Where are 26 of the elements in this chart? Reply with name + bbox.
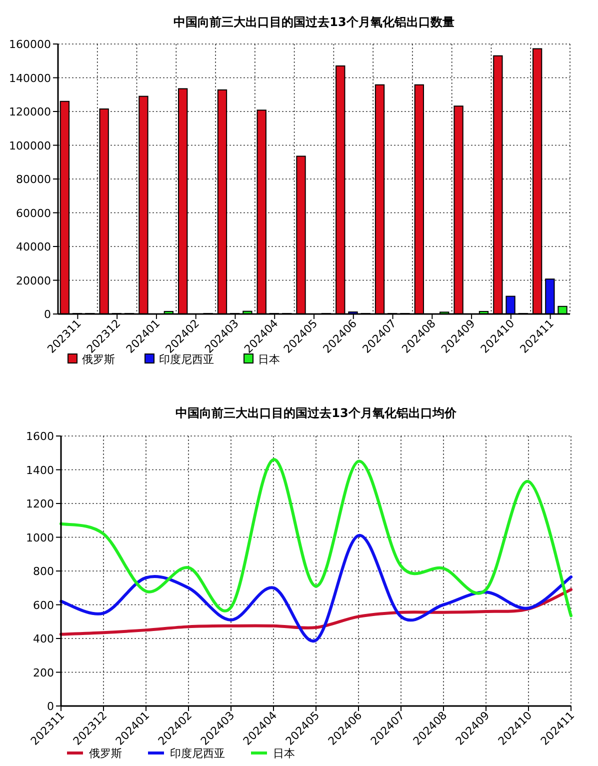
y-tick-label: 600 bbox=[33, 598, 54, 612]
y-tick-label: 0 bbox=[47, 700, 54, 713]
y-tick-label: 1400 bbox=[26, 464, 54, 477]
legend-label: 印度尼西亚 bbox=[159, 353, 214, 366]
y-tick-label: 20000 bbox=[16, 274, 51, 288]
legend-label: 印度尼西亚 bbox=[170, 747, 225, 760]
y-tick-label: 1000 bbox=[26, 531, 54, 544]
y-tick-label: 800 bbox=[33, 565, 54, 578]
y-tick-label: 400 bbox=[33, 632, 54, 646]
legend-label: 日本 bbox=[273, 747, 295, 760]
legend-label: 俄罗斯 bbox=[89, 747, 122, 760]
chart-title: 中国向前三大出口目的国过去13个月氧化铝出口均价 bbox=[176, 406, 458, 420]
y-tick-label: 1200 bbox=[26, 498, 54, 510]
y-tick-label: 200 bbox=[33, 666, 54, 680]
y-tick-label: 40000 bbox=[16, 240, 51, 254]
y-tick-label: 1600 bbox=[26, 430, 54, 443]
legend-label: 俄罗斯 bbox=[82, 353, 115, 366]
y-tick-label: 100000 bbox=[9, 139, 51, 152]
y-tick-label: 80000 bbox=[16, 173, 51, 186]
y-tick-label: 120000 bbox=[9, 106, 51, 118]
chart-title: 中国向前三大出口目的国过去13个月氧化铝出口数量 bbox=[174, 15, 454, 29]
y-tick-label: 140000 bbox=[9, 72, 51, 85]
y-tick-label: 60000 bbox=[16, 206, 51, 220]
y-tick-label: 160000 bbox=[9, 38, 51, 51]
legend-label: 日本 bbox=[258, 353, 280, 366]
y-tick-label: 0 bbox=[44, 308, 51, 321]
